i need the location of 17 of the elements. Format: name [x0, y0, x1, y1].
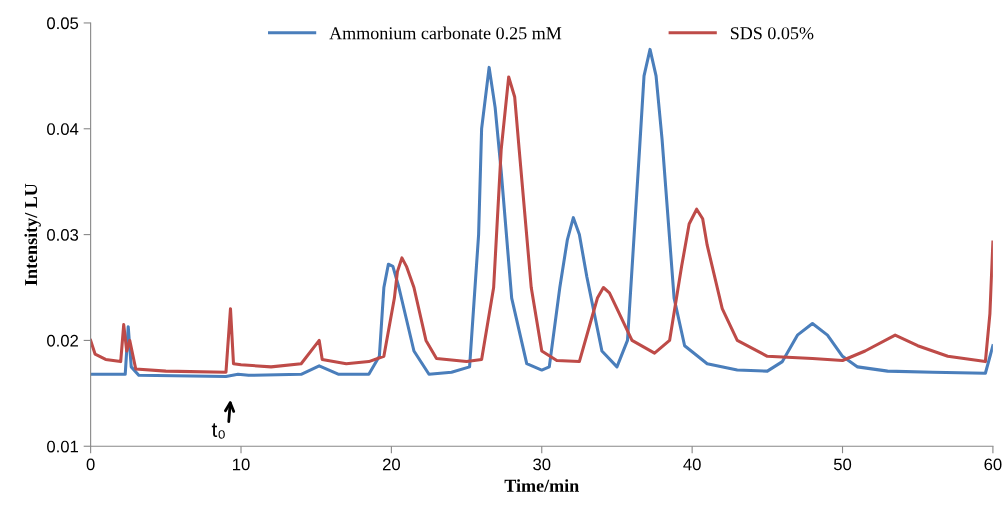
x-tick-label: 10 [233, 458, 250, 471]
y-tick-label: 0.03 [47, 229, 79, 241]
y-tick-label: 0.05 [47, 17, 79, 30]
legend-label: SDS 0.05% [730, 27, 814, 40]
x-tick-label: 50 [833, 458, 852, 471]
x-tick-label: 40 [683, 458, 701, 471]
annotation: t₀ [211, 423, 225, 439]
x-tick-label: 0 [86, 458, 95, 471]
legend-label: Ammonium carbonate 0.25 mM [329, 26, 562, 40]
x-axis-title: Time/min [504, 479, 579, 492]
y-tick-label: 0.01 [47, 440, 79, 453]
y-tick-label: 0.02 [47, 334, 78, 347]
y-axis-title: Intensity/ LU [24, 183, 41, 286]
x-tick-label: 60 [984, 458, 1002, 471]
x-tick-label: 30 [533, 458, 551, 471]
y-tick-label: 0.04 [47, 123, 79, 135]
x-tick-label: 20 [382, 458, 401, 471]
